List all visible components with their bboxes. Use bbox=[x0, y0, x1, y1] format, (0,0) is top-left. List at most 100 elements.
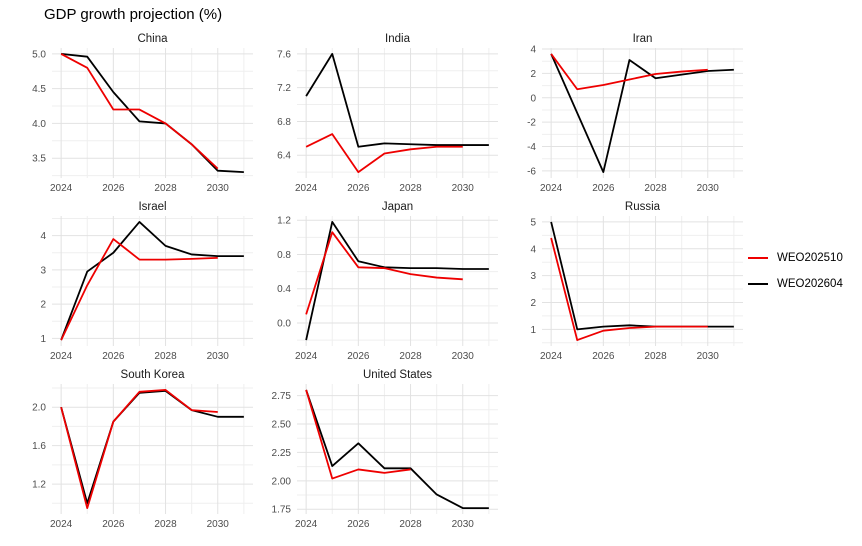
facet-title: Russia bbox=[625, 201, 661, 213]
series-line-weo202604 bbox=[550, 53, 734, 173]
y-tick-label: 1.75 bbox=[272, 505, 292, 516]
x-tick-label: 2024 bbox=[50, 351, 73, 362]
y-tick-label: 0.4 bbox=[277, 284, 291, 295]
y-tick-label: 2.0 bbox=[32, 403, 46, 414]
facet-south-korea: 1.2 1.6 2.0 2024 2026 2028 2030 South Korea bbox=[16, 366, 261, 532]
series-line-weo202510 bbox=[60, 238, 218, 341]
series-line-weo202510 bbox=[60, 53, 219, 170]
x-tick-label: 2028 bbox=[399, 351, 422, 362]
facet-title: United States bbox=[363, 369, 432, 381]
legend-label-weo202604: WEO202604 bbox=[777, 278, 843, 290]
y-tick-label: 0 bbox=[530, 93, 536, 104]
x-tick-label: 2030 bbox=[207, 183, 230, 194]
x-tick-label: 2028 bbox=[154, 351, 177, 362]
facet-plot: 1.2 1.6 2.0 2024 2026 2028 2030 South Korea bbox=[32, 369, 253, 530]
y-tick-label: 3.5 bbox=[32, 154, 46, 165]
x-tick-label: 2026 bbox=[347, 351, 370, 362]
y-tick-label: 5 bbox=[530, 217, 536, 228]
series-line-weo202510 bbox=[305, 389, 411, 480]
x-tick-label: 2024 bbox=[295, 351, 318, 362]
facet-plot: 1 2 3 4 2024 2026 2028 2030 Israel bbox=[40, 201, 253, 362]
y-tick-label: 6.8 bbox=[277, 117, 291, 128]
legend: WEO202510 WEO202604 bbox=[748, 252, 843, 290]
x-tick-label: 2030 bbox=[207, 351, 230, 362]
y-tick-label: 3 bbox=[40, 265, 46, 276]
x-tick-label: 2030 bbox=[207, 519, 230, 530]
x-tick-label: 2028 bbox=[154, 183, 177, 194]
y-tick-label: 2 bbox=[40, 300, 46, 311]
facet-plot: 6.4 6.8 7.2 7.6 2024 2026 2028 2030 India bbox=[277, 33, 498, 194]
facet-plot: 1.75 2.00 2.25 2.50 2.75 2024 2026 2028 2030 Unit… bbox=[272, 369, 498, 530]
y-tick-label: 2.75 bbox=[272, 391, 292, 402]
facet-plot: 1 2 3 4 5 2024 2026 2028 2030 Russia bbox=[530, 201, 743, 362]
facet-title: South Korea bbox=[121, 369, 186, 381]
series-line-weo202510 bbox=[550, 53, 708, 91]
y-tick-label: 3 bbox=[530, 271, 536, 282]
legend-item-weo202604: WEO202604 bbox=[748, 278, 843, 290]
x-tick-label: 2030 bbox=[697, 351, 720, 362]
y-tick-label: -6 bbox=[527, 166, 536, 177]
facet-title: China bbox=[137, 33, 168, 45]
y-tick-label: 2.50 bbox=[272, 420, 292, 431]
y-tick-label: -4 bbox=[527, 142, 536, 153]
series-line-weo202604 bbox=[305, 53, 489, 148]
x-tick-label: 2028 bbox=[399, 519, 422, 530]
legend-key-line-red bbox=[748, 257, 768, 259]
facet-israel: 1 2 3 4 2024 2026 2028 2030 Israel bbox=[16, 198, 261, 364]
facet-china: 3.5 4.0 4.5 5.0 2024 2026 2028 2030 China bbox=[16, 30, 261, 196]
y-tick-label: 4 bbox=[530, 244, 536, 255]
x-tick-label: 2030 bbox=[452, 519, 475, 530]
legend-label-weo202510: WEO202510 bbox=[777, 252, 843, 264]
x-tick-label: 2024 bbox=[295, 183, 318, 194]
legend-key-line-black bbox=[748, 283, 768, 285]
y-tick-label: 7.6 bbox=[277, 49, 291, 60]
x-tick-label: 2026 bbox=[592, 351, 615, 362]
facet-title: Israel bbox=[138, 201, 166, 213]
series-line-weo202604 bbox=[60, 389, 244, 505]
x-tick-label: 2030 bbox=[452, 351, 475, 362]
series-line-weo202604 bbox=[61, 53, 244, 173]
facet-plot: -6 -4 -2 0 2 4 2024 2026 2028 2030 Iran bbox=[527, 33, 743, 194]
facet-japan: 0.0 0.4 0.8 1.2 2024 2026 2028 2030 Japan bbox=[261, 198, 506, 364]
series-line-weo202510 bbox=[305, 231, 463, 315]
series-line-weo202510 bbox=[60, 389, 218, 509]
y-tick-label: 1.6 bbox=[32, 441, 46, 452]
facet-title: Japan bbox=[382, 201, 413, 213]
series-line-weo202510 bbox=[550, 237, 708, 341]
x-tick-label: 2026 bbox=[102, 351, 125, 362]
x-tick-label: 2026 bbox=[102, 183, 125, 194]
y-tick-label: 0.8 bbox=[277, 250, 291, 261]
y-tick-label: 2.00 bbox=[272, 476, 292, 487]
y-tick-label: 4.0 bbox=[32, 119, 46, 130]
x-tick-label: 2026 bbox=[592, 183, 615, 194]
x-tick-label: 2028 bbox=[399, 183, 422, 194]
x-tick-label: 2024 bbox=[50, 519, 73, 530]
x-tick-label: 2028 bbox=[644, 183, 667, 194]
series-line-weo202604 bbox=[60, 221, 244, 341]
series-line-weo202604 bbox=[305, 389, 489, 509]
x-tick-label: 2024 bbox=[295, 519, 318, 530]
y-tick-label: 6.4 bbox=[277, 151, 291, 162]
x-tick-label: 2028 bbox=[644, 351, 667, 362]
x-tick-label: 2024 bbox=[540, 183, 563, 194]
y-tick-label: 4 bbox=[530, 45, 536, 56]
x-tick-label: 2026 bbox=[102, 519, 125, 530]
chart-title: GDP growth projection (%) bbox=[44, 6, 223, 23]
facet-russia: 1 2 3 4 5 2024 2026 2028 2030 Russia bbox=[506, 198, 751, 364]
y-tick-label: -2 bbox=[527, 118, 536, 129]
x-tick-label: 2024 bbox=[540, 351, 563, 362]
x-tick-label: 2026 bbox=[347, 519, 370, 530]
x-tick-label: 2026 bbox=[347, 183, 370, 194]
y-tick-label: 1 bbox=[530, 325, 536, 336]
facet-grid: 3.5 4.0 4.5 5.0 2024 2026 2028 2030 China 6.4 6.8 7… bbox=[16, 30, 751, 534]
facet-iran: -6 -4 -2 0 2 4 2024 2026 2028 2030 Iran bbox=[506, 30, 751, 196]
x-tick-label: 2030 bbox=[452, 183, 475, 194]
series-line-weo202604 bbox=[305, 221, 489, 341]
facet-united-states: 1.75 2.00 2.25 2.50 2.75 2024 2026 2028 2030 Unit… bbox=[261, 366, 506, 532]
facet-title: Iran bbox=[633, 33, 653, 45]
y-tick-label: 5.0 bbox=[32, 49, 46, 60]
y-tick-label: 1 bbox=[40, 334, 46, 345]
y-tick-label: 2 bbox=[530, 298, 536, 309]
series-line-weo202510 bbox=[305, 133, 463, 173]
x-tick-label: 2030 bbox=[697, 183, 720, 194]
